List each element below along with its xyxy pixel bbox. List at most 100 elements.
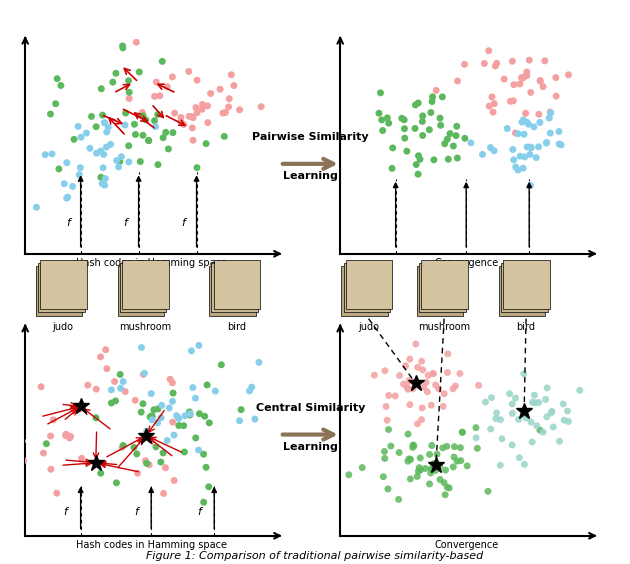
Point: [187, 112, 197, 121]
Point: [184, 67, 194, 76]
Point: [137, 108, 147, 117]
Point: [32, 203, 42, 212]
Point: [45, 431, 55, 440]
Point: [410, 100, 420, 109]
Point: [118, 43, 128, 52]
Point: [201, 139, 211, 148]
Point: [510, 394, 520, 403]
Point: [118, 41, 128, 50]
Point: [178, 421, 188, 430]
Point: [522, 143, 532, 152]
Point: [408, 440, 418, 450]
Bar: [417, 266, 464, 316]
Point: [96, 469, 106, 478]
X-axis label: Convergence: Convergence: [434, 540, 498, 550]
Text: $f$: $f$: [123, 216, 131, 228]
Point: [374, 109, 384, 118]
Point: [224, 94, 234, 103]
Point: [548, 422, 558, 431]
Bar: [40, 259, 87, 309]
Point: [184, 112, 194, 121]
Bar: [118, 266, 164, 316]
Point: [153, 160, 163, 169]
Point: [412, 472, 422, 481]
Point: [513, 415, 524, 424]
Point: [472, 444, 483, 453]
Point: [449, 452, 459, 461]
Point: [185, 407, 195, 416]
Point: [176, 113, 186, 122]
Point: [413, 99, 423, 108]
Point: [101, 345, 111, 354]
Point: [495, 415, 505, 424]
Point: [408, 377, 418, 386]
Text: judo: judo: [358, 321, 379, 332]
Point: [19, 456, 29, 465]
Point: [542, 138, 552, 147]
Point: [171, 411, 181, 420]
Point: [380, 366, 390, 375]
Point: [91, 149, 101, 158]
Point: [112, 478, 122, 487]
Point: [410, 124, 420, 133]
Point: [62, 193, 72, 202]
Point: [399, 134, 410, 143]
Point: [449, 462, 459, 472]
Point: [484, 102, 495, 111]
Point: [521, 413, 531, 422]
Point: [546, 108, 556, 117]
Point: [106, 399, 117, 408]
Point: [218, 109, 228, 118]
Text: Figure 1: Comparison of traditional pairwise similarity-based: Figure 1: Comparison of traditional pair…: [146, 551, 484, 561]
Point: [399, 115, 410, 124]
Point: [527, 398, 537, 407]
Point: [401, 362, 411, 371]
Point: [168, 389, 178, 398]
Point: [428, 92, 438, 102]
Point: [554, 437, 564, 446]
Point: [375, 89, 386, 98]
Point: [229, 81, 239, 90]
Point: [431, 86, 441, 95]
Point: [513, 129, 523, 138]
Point: [141, 115, 151, 124]
Point: [490, 61, 500, 70]
Point: [488, 108, 498, 117]
Point: [52, 488, 62, 497]
Point: [405, 400, 415, 409]
Point: [202, 102, 212, 111]
Point: [558, 399, 568, 408]
Point: [438, 402, 448, 411]
Point: [427, 97, 437, 106]
Point: [382, 113, 392, 122]
Point: [176, 117, 186, 126]
Point: [149, 406, 159, 415]
Point: [139, 369, 149, 378]
Bar: [503, 259, 550, 309]
Point: [60, 431, 71, 440]
Point: [384, 391, 394, 400]
Point: [62, 158, 72, 167]
Point: [529, 122, 539, 131]
Point: [369, 371, 379, 380]
Point: [428, 369, 438, 378]
Point: [202, 381, 212, 390]
Point: [518, 74, 528, 83]
Point: [435, 113, 445, 122]
Point: [413, 170, 423, 179]
Point: [404, 355, 415, 364]
Point: [100, 174, 110, 183]
Point: [406, 455, 416, 464]
Point: [40, 150, 50, 159]
Point: [383, 484, 393, 494]
Point: [451, 131, 461, 140]
Point: [518, 115, 529, 124]
Point: [524, 56, 534, 65]
Point: [157, 401, 167, 410]
Point: [429, 155, 439, 164]
Point: [163, 144, 173, 153]
Point: [432, 450, 442, 459]
Point: [457, 428, 467, 437]
Text: judo: judo: [52, 321, 74, 332]
Text: $f$: $f$: [134, 505, 141, 517]
